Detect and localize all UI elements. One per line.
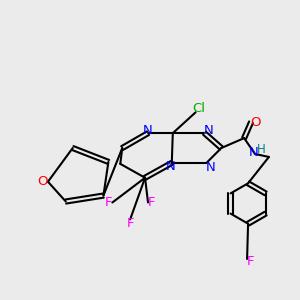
Text: N: N xyxy=(204,124,214,137)
Text: Cl: Cl xyxy=(192,102,205,115)
Text: O: O xyxy=(37,175,47,188)
Text: O: O xyxy=(250,116,261,129)
Text: N: N xyxy=(206,161,216,174)
Text: N: N xyxy=(249,146,258,159)
Text: N: N xyxy=(165,160,175,173)
Text: F: F xyxy=(105,196,112,209)
Text: F: F xyxy=(246,256,254,268)
Text: H: H xyxy=(256,143,265,156)
Text: F: F xyxy=(148,196,155,209)
Text: F: F xyxy=(126,217,134,230)
Text: N: N xyxy=(143,124,153,137)
